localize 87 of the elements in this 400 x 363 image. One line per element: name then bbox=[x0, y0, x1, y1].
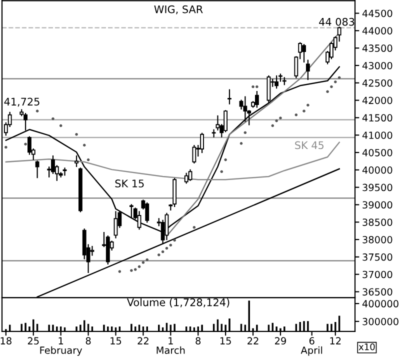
candlestick bbox=[74, 155, 78, 167]
x-tick-label: 8 bbox=[86, 337, 91, 344]
y-tick-label: 40000 bbox=[362, 166, 392, 174]
y-tick-label: 38500 bbox=[362, 218, 392, 226]
point bbox=[161, 250, 164, 254]
point bbox=[224, 158, 227, 162]
candlestick bbox=[302, 44, 306, 63]
y-tick-label: 40500 bbox=[362, 148, 392, 156]
point bbox=[82, 144, 86, 147]
point bbox=[302, 110, 306, 112]
candlestick bbox=[200, 132, 204, 154]
point bbox=[334, 80, 337, 84]
y-tick-label: 42500 bbox=[362, 79, 392, 87]
chart-title: WIG, SAR bbox=[154, 5, 203, 14]
point bbox=[294, 114, 298, 116]
candlestick bbox=[137, 211, 142, 230]
point bbox=[306, 104, 310, 107]
y-tick-label: 38000 bbox=[362, 236, 392, 244]
text: x10 bbox=[358, 343, 375, 350]
y-tick-label: 39000 bbox=[362, 201, 392, 209]
y-tick-label: 43500 bbox=[362, 44, 392, 52]
candlestick bbox=[24, 112, 28, 130]
point bbox=[36, 110, 39, 112]
candlestick bbox=[192, 144, 196, 164]
point bbox=[130, 269, 133, 272]
candlestick bbox=[266, 75, 271, 103]
point bbox=[4, 146, 8, 149]
x-tick-label: 6 April bbox=[300, 337, 322, 356]
candlestick bbox=[254, 91, 259, 108]
point bbox=[52, 117, 54, 120]
point bbox=[279, 116, 282, 120]
candlestick bbox=[62, 168, 67, 176]
y-tick-label: 41500 bbox=[362, 114, 392, 122]
x-tick-label: 22 bbox=[248, 337, 258, 344]
y-tick-label: 36500 bbox=[362, 288, 392, 296]
y-tick-label: 39500 bbox=[362, 184, 392, 192]
x-tick-label: 15 bbox=[220, 337, 231, 344]
candlestick bbox=[129, 204, 134, 218]
annotation: 41,725 bbox=[4, 98, 40, 107]
candlestick bbox=[274, 75, 279, 89]
y-tick-label: 300000 bbox=[362, 318, 398, 326]
y-tick-label: 37500 bbox=[362, 253, 392, 261]
y-tick-label: 37000 bbox=[362, 270, 392, 278]
x-tick-label: 8 bbox=[196, 337, 201, 344]
candlestick bbox=[212, 129, 216, 138]
point bbox=[330, 85, 333, 88]
x-tick-label: 1 February bbox=[40, 337, 82, 356]
point bbox=[244, 131, 247, 134]
x-tick-label: 18 bbox=[0, 337, 12, 344]
x-tick-label: 25 bbox=[28, 337, 39, 344]
y-tick-label: 44500 bbox=[362, 10, 392, 18]
point bbox=[271, 124, 274, 128]
point bbox=[256, 85, 258, 88]
x-tick-label: 29 bbox=[275, 337, 286, 344]
point bbox=[134, 268, 137, 271]
point bbox=[118, 270, 122, 273]
point bbox=[326, 90, 329, 93]
candlestick bbox=[306, 60, 310, 80]
x-tick-label: 1 March bbox=[156, 337, 185, 354]
series-label: SK 15 bbox=[115, 180, 144, 188]
chart-title: Volume (1,728,124) bbox=[126, 298, 230, 308]
point bbox=[75, 133, 78, 136]
point bbox=[240, 142, 243, 145]
point bbox=[275, 119, 278, 122]
point bbox=[338, 76, 341, 80]
candlestick bbox=[228, 89, 232, 104]
x-tick-label: 15 bbox=[110, 337, 122, 344]
series-label: SK 45 bbox=[295, 141, 324, 150]
point bbox=[86, 158, 90, 162]
y-tick-label: 43000 bbox=[362, 62, 392, 70]
candlestick bbox=[282, 77, 286, 86]
candlestick bbox=[243, 96, 248, 122]
y-tick-label: 42000 bbox=[362, 96, 392, 104]
x-tick-label: 22 bbox=[138, 337, 148, 344]
y-tick-label: 44000 bbox=[362, 27, 392, 34]
ref-line-label: 44 083 bbox=[319, 18, 354, 26]
y-tick-label: 41000 bbox=[362, 132, 392, 139]
point bbox=[220, 170, 224, 174]
point bbox=[138, 265, 141, 268]
point bbox=[142, 261, 145, 264]
point bbox=[59, 124, 62, 128]
candlestick bbox=[35, 160, 40, 178]
y-tick-label: 400000 bbox=[362, 300, 398, 308]
point bbox=[146, 258, 149, 262]
point bbox=[24, 142, 27, 146]
point bbox=[252, 85, 254, 88]
x-tick-label: 12 bbox=[330, 337, 341, 344]
